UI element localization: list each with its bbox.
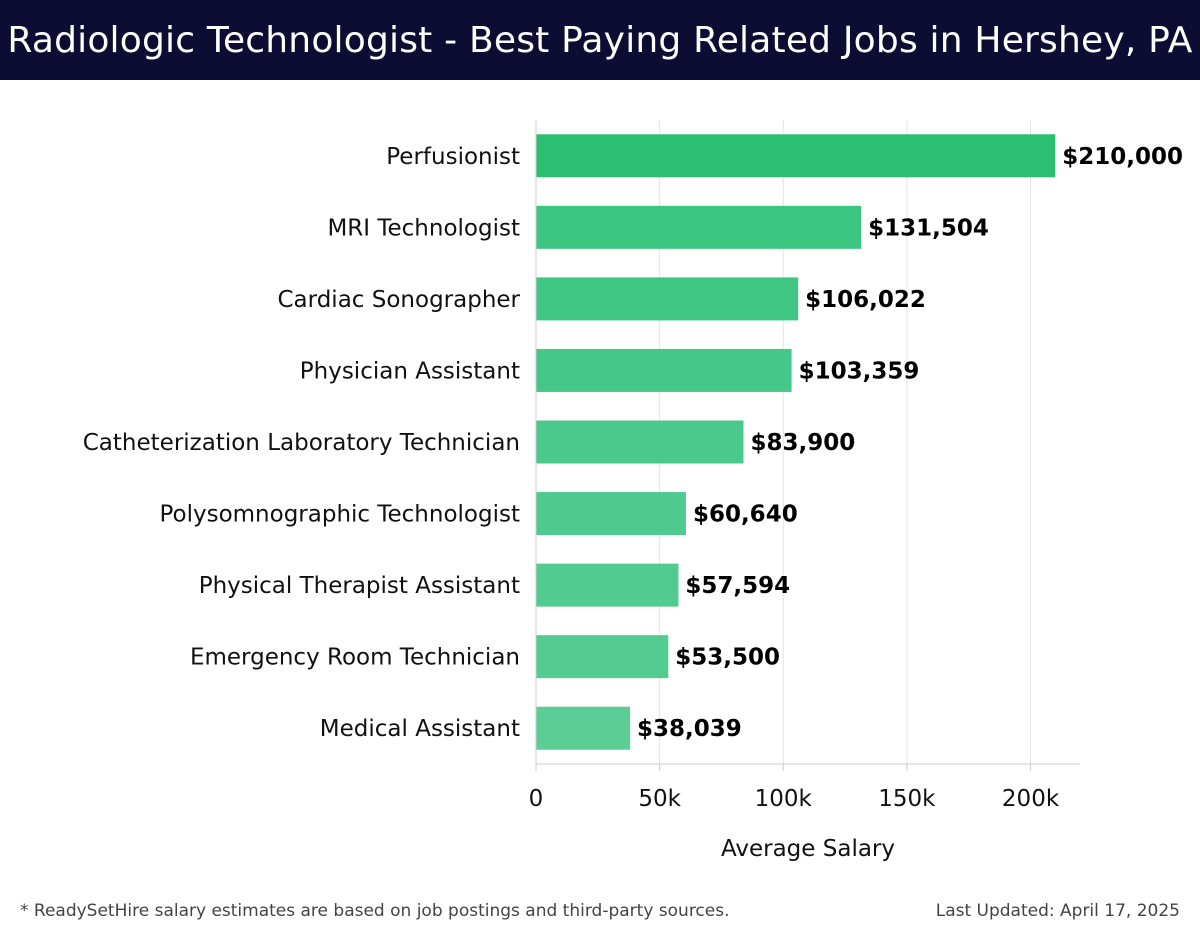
bar-5 [536, 492, 686, 536]
bar-chart: Perfusionist $210,000 MRI Technologist $131… [83, 120, 1183, 862]
value-label: $103,359 [799, 358, 920, 384]
x-tick-label: 100k [755, 786, 813, 812]
x-tick-label: 200k [1002, 786, 1060, 812]
bar-layer [536, 134, 1056, 750]
footer-note: * ReadySetHire salary estimates are base… [20, 901, 730, 921]
category-label: Cardiac Sonographer [278, 287, 521, 313]
axis-layer: 0 50k 100k 150k 200k Average Salary [529, 120, 1080, 862]
bar-3 [536, 348, 792, 392]
value-label: $106,022 [805, 287, 926, 313]
category-label: Emergency Room Technician [190, 645, 520, 671]
bar-1 [536, 205, 862, 249]
category-label: MRI Technologist [327, 215, 520, 241]
chart-title: Radiologic Technologist - Best Paying Re… [7, 19, 1193, 61]
category-label: Perfusionist [386, 144, 520, 170]
x-tick-label: 150k [878, 786, 936, 812]
value-label: $131,504 [868, 215, 989, 241]
category-label: Polysomnographic Technologist [159, 502, 520, 528]
label-layer: Perfusionist $210,000 MRI Technologist $131… [83, 144, 1183, 742]
value-label: $83,900 [750, 430, 855, 456]
value-label: $60,640 [693, 502, 798, 528]
bar-2 [536, 277, 799, 321]
bar-4 [536, 420, 744, 464]
bar-0 [536, 134, 1056, 178]
x-tick-label: 50k [638, 786, 681, 812]
value-label: $57,594 [685, 573, 790, 599]
x-axis-title: Average Salary [721, 836, 895, 862]
value-label: $210,000 [1062, 144, 1183, 170]
value-label: $53,500 [675, 645, 780, 671]
category-label: Physician Assistant [300, 358, 520, 384]
bar-6 [536, 563, 679, 607]
category-label: Catheterization Laboratory Technician [83, 430, 520, 456]
bar-8 [536, 706, 631, 750]
category-label: Medical Assistant [320, 716, 520, 742]
chart-header: Radiologic Technologist - Best Paying Re… [0, 0, 1200, 80]
category-label: Physical Therapist Assistant [199, 573, 520, 599]
value-label: $38,039 [637, 716, 742, 742]
bar-7 [536, 635, 669, 679]
footer-updated: Last Updated: April 17, 2025 [935, 901, 1180, 921]
x-tick-label: 0 [529, 786, 544, 812]
